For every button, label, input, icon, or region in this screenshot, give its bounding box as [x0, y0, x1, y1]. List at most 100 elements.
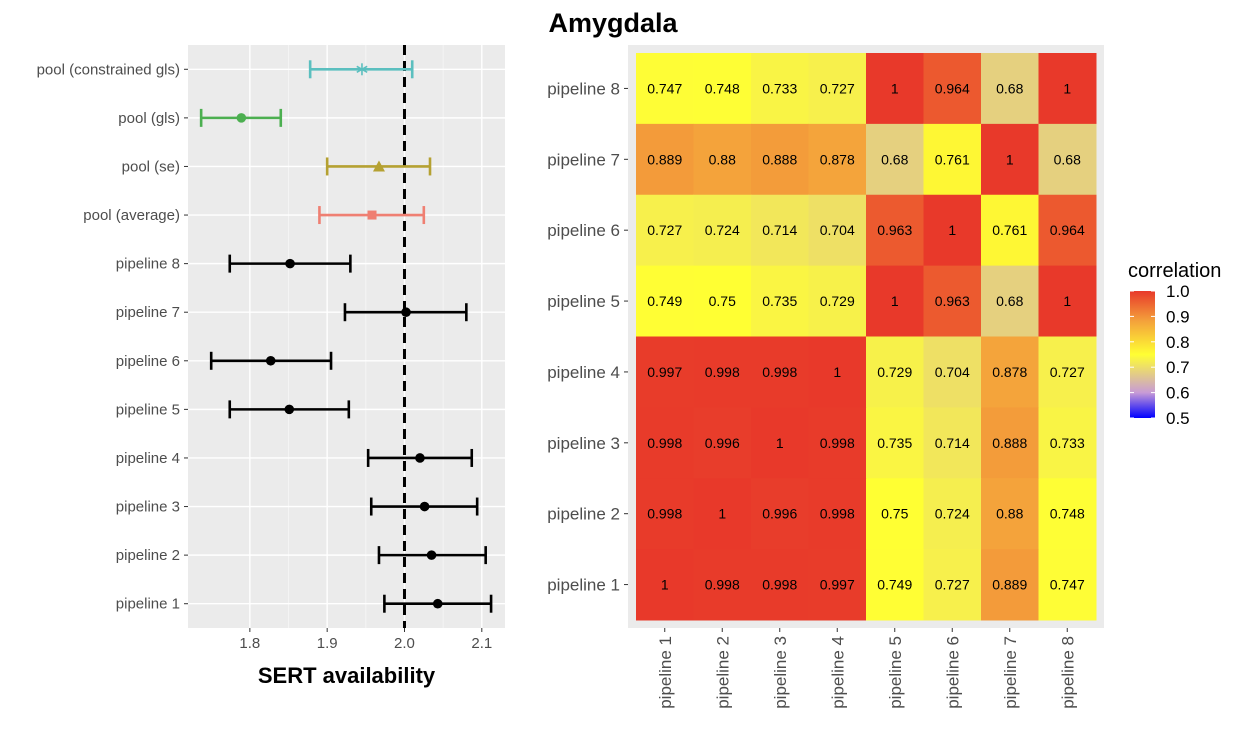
- heatmap-cell: [866, 53, 924, 125]
- x-tick-label: pipeline 7: [1001, 636, 1020, 709]
- x-tick-label: pipeline 3: [771, 636, 790, 709]
- cell-value-label: 0.724: [705, 222, 740, 238]
- heatmap-cell: [808, 407, 867, 479]
- y-tick-label: pipeline 8: [116, 256, 180, 273]
- legend-colorbar: [1130, 291, 1155, 418]
- cell-value-label: 0.88: [709, 151, 736, 167]
- heatmap-cell: [866, 407, 924, 479]
- cell-value-label: 0.878: [820, 151, 855, 167]
- heatmap-cell: [1038, 53, 1097, 125]
- heatmap-cell: [923, 407, 982, 479]
- heatmap-cell: [751, 194, 809, 267]
- cell-value-label: 0.68: [996, 80, 1023, 96]
- point-estimate: [401, 307, 411, 318]
- heatmap-cell: [981, 265, 1039, 337]
- heatmap-cell: [636, 407, 694, 479]
- cell-value-label: 0.997: [647, 364, 682, 380]
- cell-value-label: 0.878: [992, 364, 1027, 380]
- heatmap-cell: [808, 123, 867, 196]
- legend-tick-label: 0.6: [1166, 384, 1190, 403]
- cell-value-label: 1: [833, 364, 841, 380]
- heatmap-cell: [636, 336, 694, 408]
- y-tick-label: pipeline 4: [116, 450, 180, 467]
- cell-value-label: 1: [891, 80, 899, 96]
- heatmap-cell: [808, 336, 867, 408]
- cell-value-label: 0.998: [705, 577, 740, 593]
- forest-panel-background: [188, 45, 505, 628]
- point-estimate: [367, 210, 377, 220]
- point-estimate: [419, 501, 430, 512]
- heatmap-cell: [693, 194, 752, 267]
- cell-value-label: 1: [661, 577, 669, 593]
- cell-value-label: 0.749: [647, 293, 682, 309]
- y-tick-label: pipeline 4: [547, 363, 620, 382]
- point-estimate: [426, 550, 437, 560]
- heatmap-cell: [923, 53, 982, 125]
- cell-value-label: 0.889: [992, 577, 1027, 593]
- cell-value-label: 0.714: [935, 435, 970, 451]
- y-tick-label: pipeline 7: [547, 150, 620, 169]
- x-tick-label: pipeline 2: [713, 636, 732, 709]
- y-tick-label: pool (constrained gls): [37, 61, 180, 78]
- cell-value-label: 0.963: [877, 222, 912, 238]
- heatmap-cell: [1038, 265, 1097, 337]
- heatmap-cell: [981, 407, 1039, 479]
- cell-value-label: 0.704: [820, 222, 855, 238]
- cell-value-label: 0.727: [820, 80, 855, 96]
- cell-value-label: 1: [1063, 80, 1071, 96]
- x-tick-label: pipeline 8: [1058, 636, 1077, 709]
- x-tick-label: 1.8: [239, 635, 260, 652]
- heatmap-cell: [636, 53, 694, 125]
- heatmap-cell: [693, 53, 752, 125]
- heatmap-cell: [1038, 123, 1097, 196]
- legend-tick-label: 1.0: [1166, 282, 1190, 301]
- cell-value-label: 0.998: [762, 577, 797, 593]
- y-tick-label: pipeline 3: [547, 434, 620, 453]
- legend-tick-label: 0.7: [1166, 358, 1190, 377]
- cell-value-label: 0.888: [992, 435, 1027, 451]
- heatmap-cell: [751, 549, 809, 621]
- heatmap-cell: [981, 53, 1039, 125]
- cell-value-label: 0.998: [647, 435, 682, 451]
- point-estimate: [265, 355, 276, 366]
- heatmap-cell: [923, 478, 982, 550]
- y-tick-label: pipeline 8: [547, 79, 620, 98]
- cell-value-label: 0.735: [877, 435, 912, 451]
- cell-value-label: 0.735: [762, 293, 797, 309]
- heatmap-cell: [1038, 336, 1097, 408]
- heatmap-cell: [636, 549, 694, 621]
- heatmap-cell: [636, 478, 694, 550]
- heatmap-cell: [866, 123, 924, 196]
- x-axis-title: SERT availability: [258, 663, 436, 688]
- cell-value-label: 0.889: [647, 151, 682, 167]
- heatmap-cell: [866, 265, 924, 337]
- heatmap-cell: [693, 336, 752, 408]
- point-estimate: [372, 160, 385, 172]
- cell-value-label: 1: [948, 222, 956, 238]
- heatmap-cell: [808, 53, 867, 125]
- cell-value-label: 0.727: [1050, 364, 1085, 380]
- cell-value-label: 0.88: [996, 506, 1023, 522]
- heatmap-cell: [636, 265, 694, 337]
- point-estimate: [284, 404, 295, 415]
- x-tick-label: pipeline 5: [886, 636, 905, 709]
- heatmap-cell: [1038, 194, 1097, 267]
- cell-value-label: 0.998: [820, 435, 855, 451]
- heatmap-cell: [981, 478, 1039, 550]
- heatmap-cell: [923, 194, 982, 267]
- heatmap-cell: [866, 478, 924, 550]
- heatmap-cell: [981, 336, 1039, 408]
- cell-value-label: 0.996: [762, 506, 797, 522]
- cell-value-label: 0.68: [1054, 151, 1081, 167]
- heatmap-cell: [866, 194, 924, 267]
- cell-value-label: 0.888: [762, 151, 797, 167]
- y-tick-label: pipeline 1: [547, 576, 620, 595]
- cell-value-label: 0.724: [935, 506, 970, 522]
- cell-value-label: 0.998: [820, 506, 855, 522]
- heatmap-cell: [981, 123, 1039, 196]
- cell-value-label: 0.75: [709, 293, 736, 309]
- heatmap-cell: [693, 407, 752, 479]
- cell-value-label: 0.997: [820, 577, 855, 593]
- cell-value-label: 0.998: [705, 364, 740, 380]
